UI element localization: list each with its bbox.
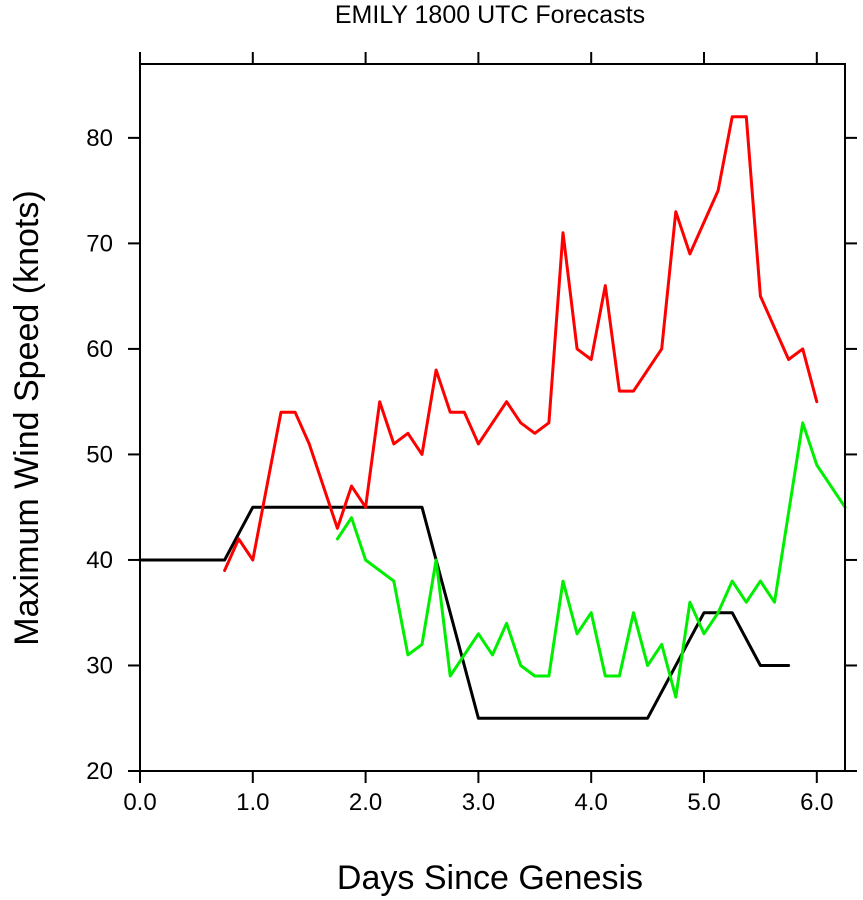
axis-ticks: 0.0 1.0 2.0 3.0 4.0 5.0 6.0 20 30 40 50 60 70 80 bbox=[86, 52, 857, 816]
y-tick-label: 30 bbox=[86, 652, 113, 679]
y-tick-label: 40 bbox=[86, 547, 113, 574]
y-tick-label: 50 bbox=[86, 441, 113, 468]
x-tick-label: 1.0 bbox=[236, 789, 269, 816]
x-tick-label: 6.0 bbox=[800, 789, 833, 816]
x-tick-label: 3.0 bbox=[462, 789, 495, 816]
y-axis-label: Maximum Wind Speed (knots) bbox=[8, 190, 46, 645]
y-tick-label: 80 bbox=[86, 125, 113, 152]
x-tick-label: 0.0 bbox=[123, 789, 156, 816]
y-tick-label: 20 bbox=[86, 758, 113, 785]
series-line-2 bbox=[223, 115, 819, 572]
chart-title: EMILY 1800 UTC Forecasts bbox=[335, 1, 645, 29]
series-line-1 bbox=[138, 505, 791, 720]
x-axis-label: Days Since Genesis bbox=[337, 859, 643, 897]
series-line-3 bbox=[335, 421, 847, 699]
y-tick-label: 60 bbox=[86, 336, 113, 363]
plot-frame bbox=[139, 63, 846, 772]
y-tick-label: 70 bbox=[86, 230, 113, 257]
x-tick-label: 2.0 bbox=[349, 789, 382, 816]
x-tick-label: 5.0 bbox=[687, 789, 720, 816]
x-tick-label: 4.0 bbox=[575, 789, 608, 816]
series-lines bbox=[138, 115, 847, 720]
